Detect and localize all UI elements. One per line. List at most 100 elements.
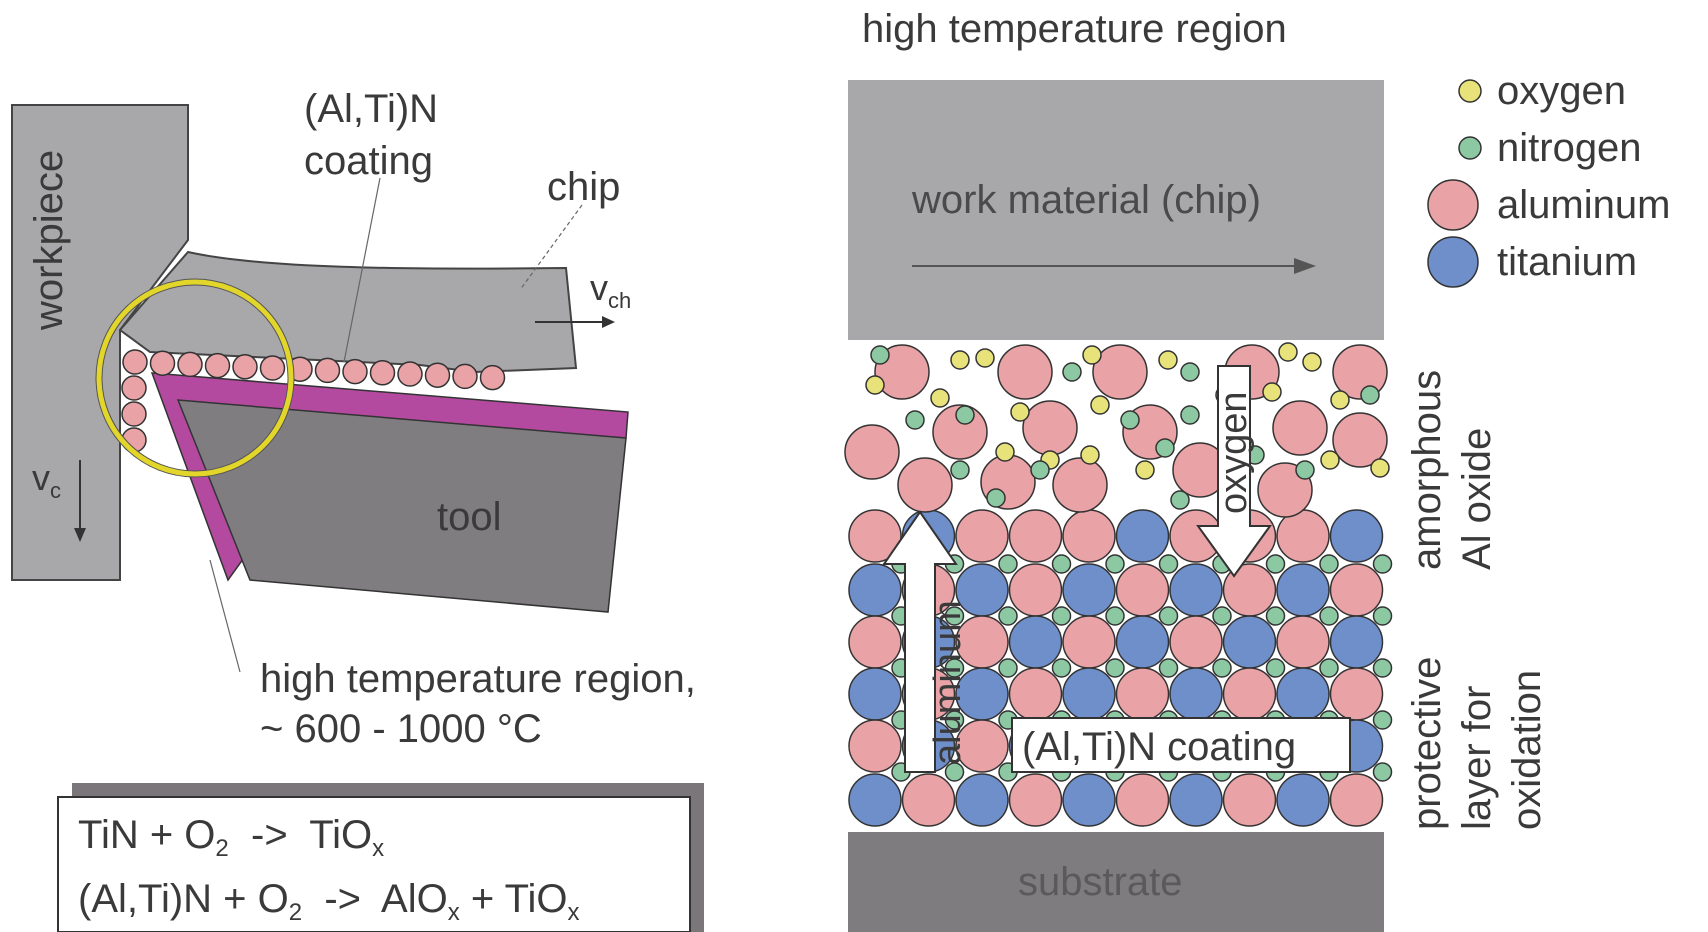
coating-bead xyxy=(149,350,176,376)
vc-label: vc xyxy=(32,457,61,503)
protective-label-line2: layer for xyxy=(1455,686,1499,831)
oxygen-atom xyxy=(950,350,970,370)
tool-block xyxy=(176,399,627,613)
nitrogen-atom xyxy=(1030,460,1050,480)
legend-oxygen-swatch xyxy=(1458,79,1482,103)
titanium-atom xyxy=(1062,667,1116,721)
nitrogen-atom xyxy=(1120,410,1140,430)
aluminum-atom xyxy=(1022,400,1078,456)
aluminum-atom xyxy=(1329,773,1384,827)
titanium-atom xyxy=(1169,563,1223,617)
nitrogen-atom xyxy=(1105,554,1125,574)
nitrogen-atom xyxy=(950,460,970,480)
titanium-atom xyxy=(1169,667,1223,721)
right-title: high temperature region xyxy=(862,7,1287,51)
coating-bead xyxy=(369,360,396,386)
legend-nitrogen-swatch xyxy=(1458,136,1482,160)
nitrogen-atom xyxy=(1158,658,1179,678)
htr-label-line1: high temperature region, xyxy=(260,657,696,701)
nitrogen-atom xyxy=(1265,606,1286,626)
oxygen-atom xyxy=(865,375,885,395)
tool-label: tool xyxy=(437,495,502,539)
nitrogen-atom xyxy=(1319,606,1339,626)
titanium-atom xyxy=(1222,615,1277,669)
substrate-label: substrate xyxy=(1018,860,1183,904)
coating-particles xyxy=(121,349,506,453)
legend-oxygen-label: oxygen xyxy=(1497,69,1626,113)
htr-leader-line xyxy=(209,559,241,673)
nitrogen-atom xyxy=(1319,658,1339,678)
coating-bead xyxy=(232,354,258,380)
aluminum-atom xyxy=(901,773,956,827)
titanium-atom xyxy=(1008,615,1063,669)
work-material-block xyxy=(848,80,1384,340)
aluminum-atom xyxy=(1169,615,1223,669)
nitrogen-atom xyxy=(1155,438,1175,458)
coating-bead xyxy=(259,355,286,381)
titanium-atom xyxy=(1276,773,1330,827)
protective-label-line1: protective xyxy=(1405,657,1449,830)
aluminum-atom xyxy=(848,719,902,773)
nitrogen-atom xyxy=(1105,606,1125,626)
coating-bead xyxy=(397,361,423,387)
coating-structure-diagram: high temperature region work material (c… xyxy=(844,7,1670,932)
amorphous-label-line1: amorphous xyxy=(1405,370,1449,570)
aluminum-atom xyxy=(1008,773,1063,827)
aluminum-atom xyxy=(1052,457,1108,513)
nitrogen-atom xyxy=(1062,362,1082,382)
coating-bead xyxy=(479,364,506,391)
coating-bead xyxy=(121,375,147,401)
aluminum-atom xyxy=(1008,509,1063,563)
nitrogen-atom xyxy=(944,710,965,730)
nitrogen-atom xyxy=(1212,658,1232,678)
nitrogen-atom xyxy=(998,554,1018,574)
aluminum-atom xyxy=(955,719,1009,773)
titanium-atom xyxy=(1276,667,1330,721)
nitrogen-atom xyxy=(905,410,925,430)
oxygen-atom xyxy=(1320,450,1340,470)
nitrogen-atom xyxy=(998,606,1018,626)
titanium-atom xyxy=(1062,773,1116,827)
aluminum-atom xyxy=(1062,615,1116,669)
aluminum-atom xyxy=(1222,773,1277,827)
nitrogen-atom xyxy=(1265,554,1286,574)
oxygen-atom xyxy=(1330,390,1350,410)
reaction-1: TiN + O2 -> TiOx xyxy=(78,813,384,862)
oxygen-atom xyxy=(1010,402,1030,422)
coating-leader-line xyxy=(343,177,381,363)
nitrogen-atom xyxy=(1051,554,1072,574)
nitrogen-atom xyxy=(1265,658,1286,678)
aluminum-atom xyxy=(1115,773,1170,827)
titanium-atom xyxy=(1329,615,1384,669)
oxygen-arrow xyxy=(1196,365,1272,578)
oxygen-atom xyxy=(1262,382,1282,402)
aluminum-atom xyxy=(897,457,953,513)
aluminum-atom xyxy=(1329,667,1384,721)
work-material-label: work material (chip) xyxy=(911,178,1261,222)
nitrogen-atom xyxy=(1372,710,1393,730)
nitrogen-atom xyxy=(998,658,1018,678)
nitrogen-atom xyxy=(1105,658,1125,678)
coating-bead xyxy=(342,358,368,385)
titanium-atom xyxy=(1276,563,1330,617)
nitrogen-atom xyxy=(1372,554,1393,574)
reaction-2: (Al,Ti)N + O2 -> AlOx + TiOx xyxy=(78,877,580,926)
aluminum-atom xyxy=(1008,667,1063,721)
legend-aluminum-swatch xyxy=(1427,179,1479,231)
nitrogen-atom xyxy=(1372,658,1393,678)
coating-label-right: (Al,Ti)N coating xyxy=(1022,725,1296,769)
oxygen-atom xyxy=(1080,445,1100,465)
aluminum-atom xyxy=(848,509,902,563)
coating-label-line1: (Al,Ti)N xyxy=(304,87,438,131)
chip-label: chip xyxy=(547,165,620,209)
nitrogen-atom xyxy=(1372,606,1393,626)
nitrogen-atom xyxy=(1158,554,1179,574)
coating-bead xyxy=(204,352,231,379)
oxygen-atom xyxy=(1302,352,1322,372)
coating-bead xyxy=(452,363,478,390)
titanium-atom xyxy=(848,667,902,721)
oxygen-atom xyxy=(975,348,995,368)
protective-label-line3: oxidation xyxy=(1505,670,1549,830)
aluminum-atom xyxy=(1092,344,1148,400)
oxygen-atom xyxy=(1135,460,1155,480)
